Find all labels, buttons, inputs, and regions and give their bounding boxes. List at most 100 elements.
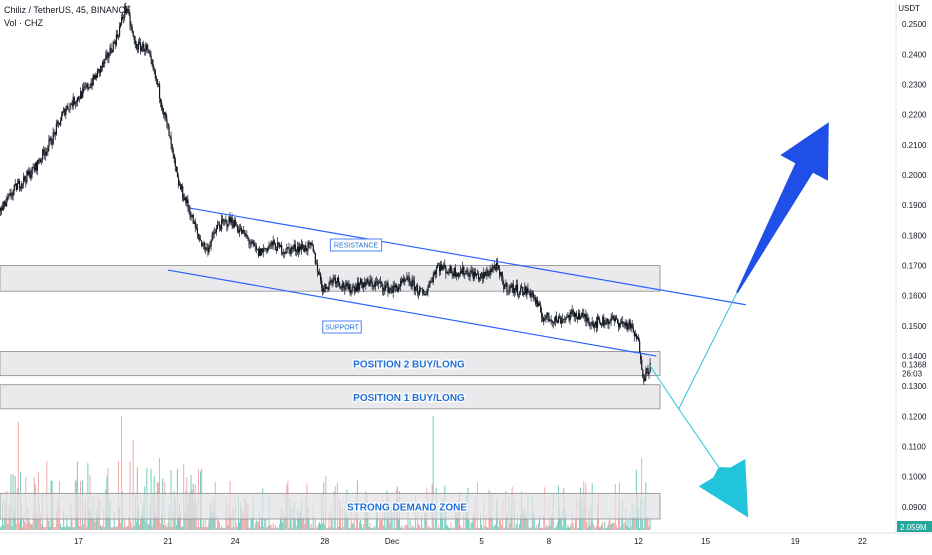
volume-indicator-title[interactable]: Vol · CHZ bbox=[4, 18, 44, 28]
candle-body bbox=[35, 162, 37, 171]
volume-bar bbox=[260, 526, 262, 530]
volume-bar bbox=[163, 524, 165, 530]
candle-body bbox=[140, 42, 142, 51]
volume-bar bbox=[215, 527, 217, 530]
candle-body bbox=[148, 50, 150, 54]
candle-body bbox=[56, 121, 59, 125]
candle-body bbox=[367, 279, 369, 283]
candle-body bbox=[379, 282, 381, 284]
volume-bar bbox=[313, 527, 315, 530]
candle-body bbox=[528, 291, 530, 293]
candle-body bbox=[181, 186, 183, 190]
symbol-title[interactable]: Chiliz / TetherUS, 45, BINANCE bbox=[4, 5, 131, 15]
candle-body bbox=[595, 321, 598, 328]
candle-body bbox=[244, 230, 246, 236]
volume-bar bbox=[266, 527, 268, 530]
candle-body bbox=[102, 61, 104, 68]
candle-body bbox=[342, 282, 344, 288]
candle-body bbox=[363, 282, 365, 288]
volume-bar bbox=[484, 526, 486, 530]
candle-body bbox=[508, 289, 510, 292]
volume-bar bbox=[405, 525, 407, 530]
candle-body bbox=[541, 312, 543, 318]
candle-body bbox=[160, 98, 162, 103]
candle-body bbox=[304, 245, 306, 252]
volume-bar bbox=[472, 515, 474, 530]
volume-bar bbox=[492, 527, 494, 530]
volume-bar bbox=[413, 527, 415, 530]
candle-body bbox=[130, 25, 132, 28]
support-label: SUPPORT bbox=[325, 325, 359, 332]
candle-body bbox=[457, 272, 460, 277]
candle-body bbox=[482, 273, 484, 279]
candle-body bbox=[613, 318, 615, 321]
candle-body bbox=[593, 324, 595, 328]
candle-body bbox=[450, 266, 452, 273]
candle-body bbox=[127, 9, 129, 12]
candle-body bbox=[610, 318, 612, 322]
volume-bar bbox=[88, 510, 90, 530]
candle-body bbox=[529, 291, 531, 297]
volume-bar bbox=[562, 526, 564, 530]
volume-bar bbox=[587, 527, 589, 530]
candle-body bbox=[440, 264, 442, 272]
candle-body bbox=[448, 272, 450, 274]
volume-bar bbox=[254, 523, 256, 530]
candle-body bbox=[411, 279, 413, 288]
volume-bar bbox=[416, 511, 418, 530]
candle-body bbox=[100, 66, 102, 73]
candle-body bbox=[207, 247, 209, 253]
candle-body bbox=[2, 206, 4, 211]
volume-bar bbox=[235, 523, 237, 530]
x-tick-label: Dec bbox=[385, 537, 399, 546]
candle-body bbox=[484, 271, 486, 277]
volume-bar bbox=[408, 527, 410, 530]
volume-bar bbox=[453, 527, 455, 530]
candle-body bbox=[151, 59, 153, 65]
volume-bar bbox=[61, 527, 63, 530]
candle-body bbox=[386, 282, 388, 286]
x-tick-label: 22 bbox=[858, 537, 867, 546]
volume-bar bbox=[566, 527, 568, 530]
volume-bar bbox=[412, 526, 414, 530]
candle-body bbox=[132, 31, 134, 36]
volume-bar bbox=[196, 527, 198, 530]
volume-bar bbox=[367, 512, 369, 530]
price-badge-bg bbox=[897, 359, 932, 380]
volume-bar bbox=[387, 519, 389, 530]
candle-body bbox=[11, 195, 13, 197]
candle-body bbox=[68, 109, 70, 110]
volume-bar bbox=[223, 527, 225, 530]
candle-body bbox=[384, 285, 386, 292]
candle-body bbox=[164, 112, 166, 116]
candle-body bbox=[432, 274, 434, 282]
volume-bar bbox=[401, 525, 403, 530]
candle-body bbox=[511, 284, 513, 288]
candle-body bbox=[447, 271, 449, 273]
candle-body bbox=[134, 40, 136, 44]
candle-body bbox=[16, 183, 19, 190]
volume-bar bbox=[403, 527, 405, 530]
volume-bar bbox=[47, 510, 49, 530]
volume-bar bbox=[409, 519, 411, 530]
candle-body bbox=[627, 324, 629, 330]
candle-body bbox=[583, 313, 585, 318]
volume-bar bbox=[629, 513, 631, 530]
volume-bar bbox=[512, 527, 514, 530]
candle-body bbox=[225, 220, 227, 221]
candle-body bbox=[64, 109, 66, 116]
candle-body bbox=[246, 234, 248, 237]
volume-bar bbox=[230, 515, 232, 530]
candle-body bbox=[525, 286, 527, 295]
volume-bar bbox=[288, 527, 290, 530]
volume-bar bbox=[602, 521, 604, 530]
volume-bar bbox=[273, 527, 275, 530]
volume-bar bbox=[487, 527, 489, 530]
volume-bar bbox=[504, 527, 506, 530]
candle-body bbox=[220, 227, 222, 230]
candle-body bbox=[556, 320, 559, 323]
candle-body bbox=[285, 252, 287, 254]
candle-body bbox=[461, 270, 463, 274]
